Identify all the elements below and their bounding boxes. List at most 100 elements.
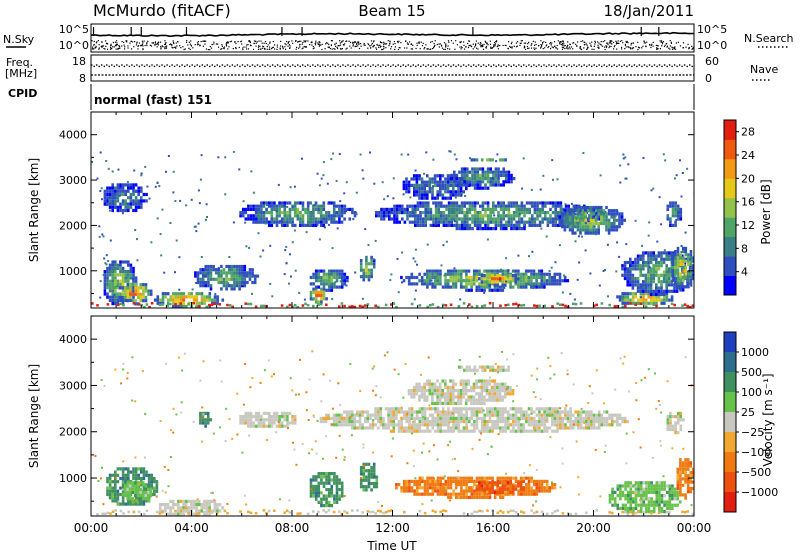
power-cell	[197, 305, 201, 308]
power-cell	[414, 223, 417, 227]
power-cell	[684, 259, 688, 263]
nsearch-point	[260, 48, 262, 50]
velocity-cell	[260, 421, 263, 425]
power-cell	[296, 214, 300, 218]
power-cell	[114, 298, 117, 302]
power-cell	[470, 285, 473, 289]
power-cell	[408, 211, 412, 215]
power-cell	[660, 251, 663, 255]
power-cell	[618, 295, 622, 299]
power-cell	[588, 214, 591, 218]
power-cell	[504, 178, 507, 181]
nsearch-point	[205, 40, 207, 42]
power-cell	[117, 303, 120, 307]
power-cell	[119, 189, 122, 193]
power-cell	[426, 282, 429, 286]
power-cell	[441, 285, 445, 289]
power-cell	[131, 283, 135, 287]
power-cell	[657, 286, 661, 290]
power-cell	[433, 275, 437, 280]
power-cell	[676, 262, 680, 266]
nsearch-point	[525, 42, 527, 44]
nsearch-point	[342, 40, 344, 42]
power-cell	[470, 305, 474, 308]
velocity-cell	[239, 418, 242, 422]
velocity-cell	[169, 506, 172, 510]
power-cell	[476, 214, 479, 218]
power-cell	[574, 225, 577, 229]
power-cell	[325, 214, 328, 218]
power-cell	[505, 207, 508, 211]
power-cell	[533, 204, 537, 208]
power-cell	[306, 211, 310, 215]
power-cell	[220, 264, 223, 269]
power-cell	[476, 211, 479, 215]
power-cell	[647, 251, 650, 255]
velocity-cell	[155, 480, 159, 484]
power-cell	[512, 217, 516, 221]
power-cell	[197, 222, 200, 225]
nsearch-point	[552, 47, 554, 49]
power-cell	[652, 298, 656, 302]
power-cell	[254, 207, 258, 211]
power-cell	[496, 277, 499, 281]
nsearch-point	[409, 41, 411, 43]
power-cell	[501, 280, 504, 284]
power-cell	[557, 201, 560, 205]
power-cell	[662, 289, 666, 293]
power-cell	[589, 231, 593, 235]
nsearch-point	[227, 42, 229, 44]
power-cell	[385, 214, 388, 218]
power-cell	[507, 217, 511, 221]
power-cell	[528, 211, 531, 215]
nsearch-point	[298, 47, 300, 49]
nsearch-point	[269, 46, 271, 48]
power-cell	[634, 276, 637, 281]
power-cell	[517, 269, 520, 273]
power-cell	[411, 207, 414, 211]
velocity-cell	[278, 415, 281, 419]
power-cell	[642, 156, 645, 159]
power-cell	[139, 286, 143, 290]
nsearch-point	[272, 46, 275, 48]
power-cell	[450, 204, 453, 208]
power-cell	[444, 304, 448, 307]
velocity-cell	[254, 411, 258, 415]
power-cell	[665, 270, 668, 274]
nsearch-point	[352, 42, 354, 44]
velocity-cell	[141, 497, 145, 501]
power-cell	[530, 282, 533, 286]
power-cell	[198, 202, 201, 205]
power-cell	[392, 177, 395, 180]
power-cell	[260, 207, 263, 211]
power-cell	[679, 275, 682, 279]
nsearch-point	[321, 48, 323, 51]
power-cell	[679, 214, 683, 218]
velocity-cell	[123, 484, 127, 488]
power-cell	[144, 299, 148, 303]
power-cell	[524, 272, 528, 276]
power-cell	[687, 259, 690, 263]
velocity-cell	[200, 509, 204, 513]
power-cell	[410, 302, 414, 306]
power-cell	[278, 214, 281, 218]
velocity-cell	[283, 411, 287, 415]
nsearch-point	[334, 48, 336, 50]
nave-point	[143, 65, 146, 68]
velocity-cell	[267, 411, 271, 415]
power-cell	[460, 227, 464, 231]
power-cell	[102, 235, 105, 238]
power-cell	[273, 207, 276, 211]
power-cell	[367, 262, 371, 266]
nsearch-point	[471, 46, 473, 48]
power-cell	[515, 207, 518, 211]
power-cell	[314, 204, 318, 208]
power-cell	[433, 285, 437, 289]
power-cell	[494, 217, 498, 221]
nsearch-point	[474, 45, 477, 47]
power-cell	[520, 211, 524, 215]
power-cell	[103, 189, 107, 193]
nave-point	[379, 65, 382, 68]
power-cell	[418, 183, 421, 187]
power-cell	[332, 214, 336, 218]
